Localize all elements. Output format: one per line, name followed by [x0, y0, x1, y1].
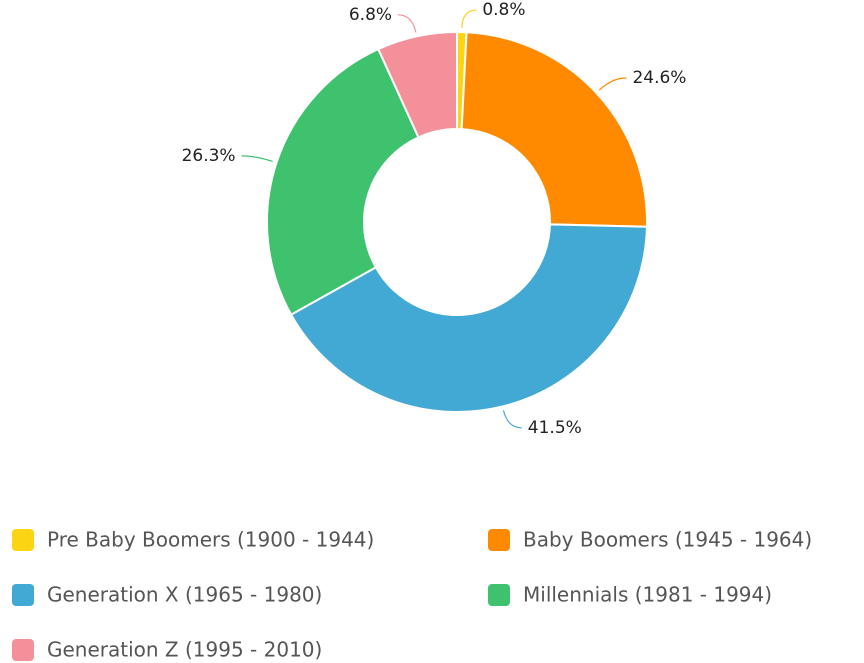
donut-slice	[289, 223, 648, 413]
data-label: 0.8%	[482, 0, 525, 20]
leader-line	[461, 9, 477, 29]
leader-line	[598, 77, 627, 91]
leader-line	[502, 410, 522, 429]
legend-swatch	[488, 529, 510, 551]
data-label: 24.6%	[632, 68, 686, 88]
legend-swatch	[488, 584, 510, 606]
leader-line	[241, 155, 273, 163]
legend-label: Baby Boomers (1945 - 1964)	[523, 528, 812, 552]
legend-label: Generation X (1965 - 1980)	[47, 583, 322, 607]
legend-swatch	[12, 529, 34, 551]
donut-slice	[266, 47, 420, 316]
legend-swatch	[12, 584, 34, 606]
legend-label: Pre Baby Boomers (1900 - 1944)	[47, 528, 374, 552]
data-label: 6.8%	[349, 5, 392, 25]
legend-swatch	[12, 639, 34, 661]
legend-label: Millennials (1981 - 1994)	[523, 583, 772, 607]
donut-slice	[376, 30, 458, 139]
donut-slice	[460, 31, 648, 228]
leader-line	[398, 14, 417, 33]
legend-label: Generation Z (1995 - 2010)	[47, 638, 322, 662]
data-label: 41.5%	[528, 418, 582, 438]
data-label: 26.3%	[182, 146, 236, 166]
